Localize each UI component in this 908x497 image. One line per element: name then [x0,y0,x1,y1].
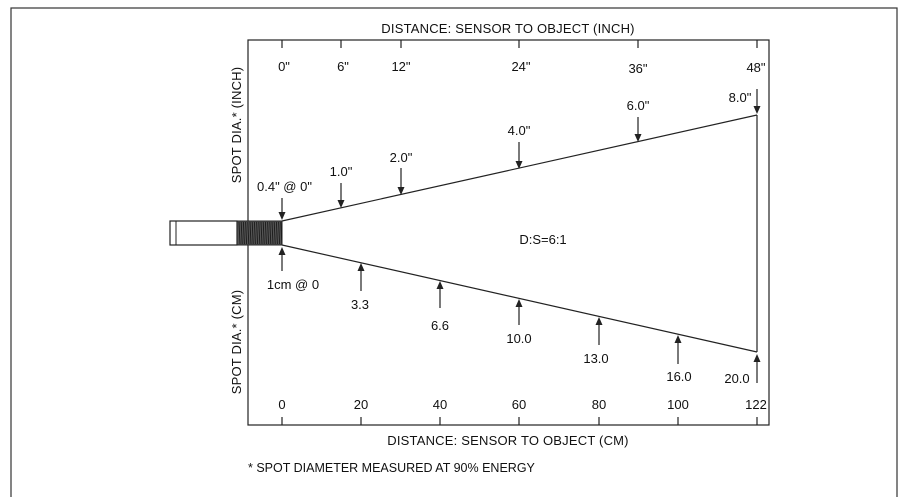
sensor-icon [169,220,283,246]
cm-tick: 122 [745,397,767,425]
spot-cm-marker: 6.6 [431,281,449,333]
spot-inch-marker: 4.0" [508,123,531,169]
spot-cm-label: 3.3 [351,297,369,312]
thread-line [260,221,263,245]
spot-cm-marker: 16.0 [666,335,692,384]
spot-cm-label: 6.6 [431,318,449,333]
spot-cm-label: 10.0 [506,331,531,346]
cm-tick-label: 100 [667,397,689,412]
spot-inch-label: 1.0" [330,164,353,179]
cm-tick-label: 20 [354,397,368,412]
top-axis-title: DISTANCE: SENSOR TO OBJECT (INCH) [381,21,634,36]
bottom-axis-title: DISTANCE: SENSOR TO OBJECT (CM) [387,433,628,448]
thread-line [245,221,248,245]
thread-line [242,221,245,245]
thread-line [264,221,267,245]
spot-inch-marker: 1.0" [330,164,353,208]
cm-tick-label: 0 [278,397,285,412]
thread-line [280,221,283,245]
ratio-label: D:S=6:1 [519,232,566,247]
cone-lower-edge [281,244,758,353]
spot-cm-marker: 1cm @ 0 [267,247,319,292]
left-upper-label: SPOT DIA.* (INCH) [229,67,244,184]
inch-tick-label: 24" [511,59,530,74]
spot-inch-label: 8.0" [729,90,752,105]
spot-cm-marker: 3.3 [351,263,369,312]
thread-line [240,221,243,245]
outer-border [10,7,898,497]
spot-inch-marker: 8.0" [729,89,761,114]
thread-line [249,221,252,245]
cm-tick-label: 40 [433,397,447,412]
cm-tick-label: 60 [512,397,526,412]
spot-cm-marker: 13.0 [583,317,609,366]
thread-line [273,221,276,245]
chart-frame [247,39,770,426]
thread-line [262,221,265,245]
thread-line [253,221,256,245]
cm-tick: 60 [512,397,526,425]
thread-line [271,221,274,245]
thread-line [256,221,259,245]
spot-inch-label: 0.4" @ 0" [257,179,312,194]
spot-inch-marker: 0.4" @ 0" [257,179,312,220]
spot-cm-label: 20.0 [724,371,749,386]
cone-upper-edge [281,114,758,222]
cm-tick: 100 [667,397,689,425]
thread-line [267,221,270,245]
cm-tick: 20 [354,397,368,425]
cm-tick: 80 [592,397,606,425]
cm-tick-label: 80 [592,397,606,412]
cm-tick-label: 122 [745,397,767,412]
thread-line [269,221,272,245]
inch-tick: 24" [511,40,531,74]
thread-line [251,221,254,245]
left-lower-label: SPOT DIA.* (CM) [229,290,244,395]
cm-tick: 0 [278,397,286,425]
inch-tick-label: 0" [278,59,290,74]
inch-tick: 0" [278,40,290,74]
spot-inch-label: 6.0" [627,98,650,113]
spot-inch-marker: 2.0" [390,150,413,195]
spot-cm-label: 13.0 [583,351,608,366]
spot-cm-marker: 20.0 [724,354,761,386]
inch-tick-label: 48" [746,60,765,75]
spot-inch-label: 4.0" [508,123,531,138]
thread-line [275,221,278,245]
thread-line [247,221,250,245]
inch-tick-label: 12" [391,59,410,74]
thread-line [258,221,261,245]
thread-line [278,221,281,245]
cm-tick: 40 [433,397,447,425]
inch-tick-label: 36" [628,61,647,76]
inch-tick: 12" [391,40,411,74]
inch-tick: 48" [746,40,766,75]
inch-tick: 36" [628,40,648,76]
spot-inch-marker: 6.0" [627,98,650,142]
spot-cm-label: 16.0 [666,369,691,384]
spot-cm-label: 1cm @ 0 [267,277,319,292]
inch-tick-label: 6" [337,59,349,74]
inch-tick: 6" [337,40,349,74]
spot-inch-label: 2.0" [390,150,413,165]
spot-cm-marker: 10.0 [506,299,532,346]
thread-line [238,221,241,245]
footnote: * SPOT DIAMETER MEASURED AT 90% ENERGY [248,461,536,475]
